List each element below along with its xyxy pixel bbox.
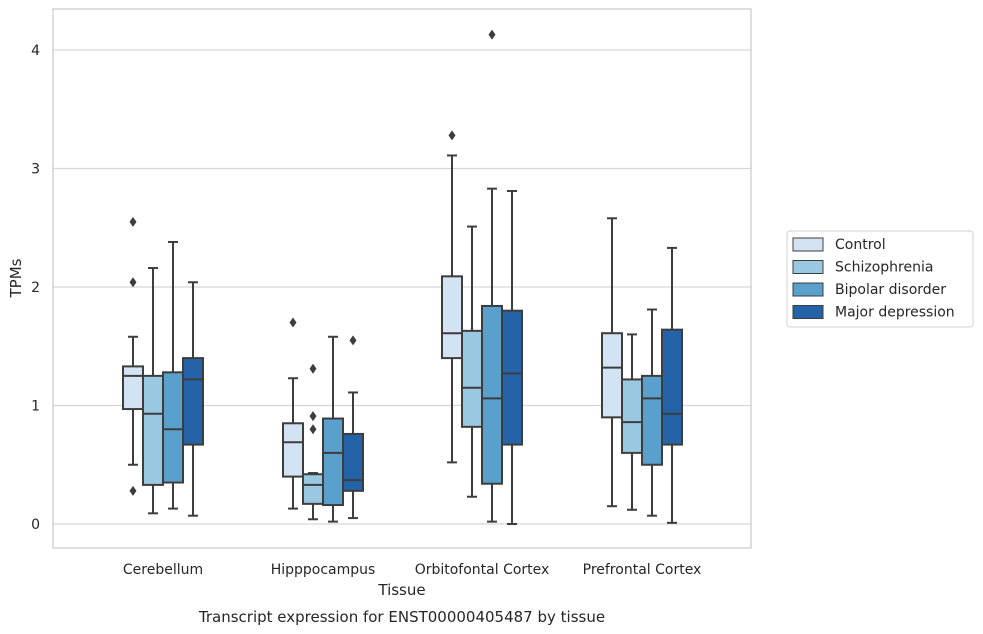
outlier-point <box>309 424 317 435</box>
y-tick-label: 3 <box>31 162 40 178</box>
legend-swatch <box>792 237 824 252</box>
iqr-box <box>621 378 643 454</box>
x-tick-label: Orbitofontal Cortex <box>415 562 550 578</box>
outlier-point <box>129 485 137 496</box>
box-control <box>282 317 304 510</box>
iqr-box <box>282 422 304 478</box>
box-bipolar-disorder <box>322 335 344 523</box>
legend-swatch <box>792 260 824 274</box>
box-control <box>122 216 144 496</box>
box-control <box>601 217 623 508</box>
y-tick-label: 2 <box>31 280 40 296</box>
x-tick-label: Hipppocampus <box>271 562 376 578</box>
legend-item: Schizophrenia <box>792 260 933 276</box>
outlier-point <box>488 29 496 40</box>
iqr-box <box>302 473 324 505</box>
legend-swatch <box>792 305 824 319</box>
legend: Control Schizophrenia Bipolar disorder Majo… <box>786 230 974 328</box>
y-tick-label: 4 <box>31 43 40 59</box>
legend-swatch <box>792 282 824 297</box>
legend-item: Control <box>792 237 886 253</box>
legend-item: Major depression <box>792 305 955 321</box>
box-control <box>441 130 463 464</box>
iqr-box <box>501 309 523 446</box>
y-tick-label: 1 <box>31 399 40 415</box>
iqr-box <box>661 328 683 446</box>
box-bipolar-disorder <box>641 308 663 517</box>
box-major-depression <box>501 190 523 525</box>
y-axis-ticks: 0 1 2 3 4 <box>31 43 40 533</box>
chart-caption: Transcript expression for ENST0000040548… <box>198 608 605 626</box>
box-major-depression <box>182 281 204 517</box>
legend-label: Control <box>835 237 886 253</box>
y-axis-title: TPMs <box>7 258 25 298</box>
legend-frame <box>786 230 974 328</box>
box-major-depression <box>342 335 364 520</box>
box-schizophrenia <box>142 267 164 515</box>
box-groups <box>122 29 683 525</box>
legend-label: Bipolar disorder <box>835 282 946 298</box>
legend-label: Major depression <box>835 305 955 321</box>
outlier-point <box>129 277 137 288</box>
box-schizophrenia <box>302 363 324 521</box>
legend-label: Schizophrenia <box>835 260 933 276</box>
box-bipolar-disorder <box>481 29 503 523</box>
plot-area-frame <box>52 8 752 549</box>
iqr-box <box>441 275 463 360</box>
outlier-point <box>448 130 456 141</box>
box-schizophrenia <box>621 333 643 511</box>
iqr-box <box>461 329 483 428</box>
y-tick-label: 0 <box>31 517 40 533</box>
outlier-point <box>289 317 297 328</box>
box-bipolar-disorder <box>162 240 184 510</box>
iqr-box <box>641 374 663 466</box>
iqr-box <box>601 332 623 419</box>
box-major-depression <box>661 246 683 524</box>
iqr-box <box>322 417 344 507</box>
outlier-point <box>349 335 357 346</box>
outlier-point <box>309 411 317 422</box>
iqr-box <box>162 371 184 484</box>
iqr-box <box>122 365 144 411</box>
x-tick-label: Prefrontal Cortex <box>583 562 702 578</box>
x-axis-title: Tissue <box>377 581 425 599</box>
x-axis-ticks: Cerebellum Hipppocampus Orbitofontal Corte… <box>123 562 701 578</box>
legend-item: Bipolar disorder <box>792 282 946 298</box>
iqr-box <box>142 374 164 486</box>
outlier-point <box>129 216 137 227</box>
iqr-box <box>481 304 503 485</box>
x-tick-label: Cerebellum <box>123 562 203 578</box>
iqr-box <box>182 357 204 446</box>
outlier-point <box>309 363 317 374</box>
iqr-box <box>342 432 364 492</box>
box-schizophrenia <box>461 225 483 498</box>
